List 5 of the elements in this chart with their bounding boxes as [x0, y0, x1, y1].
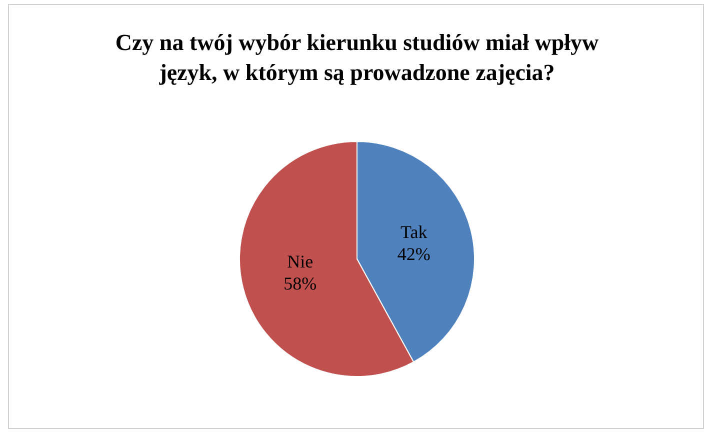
- chart-title: Czy na twój wybór kierunku studiów miał wpływ język, w którym są prowadzone zajęcia?: [114, 29, 600, 87]
- slice-label: Tak: [400, 222, 428, 242]
- data-label: 58%: [284, 273, 317, 294]
- data-label: 42%: [397, 244, 430, 264]
- slice-label: Nie: [287, 251, 314, 272]
